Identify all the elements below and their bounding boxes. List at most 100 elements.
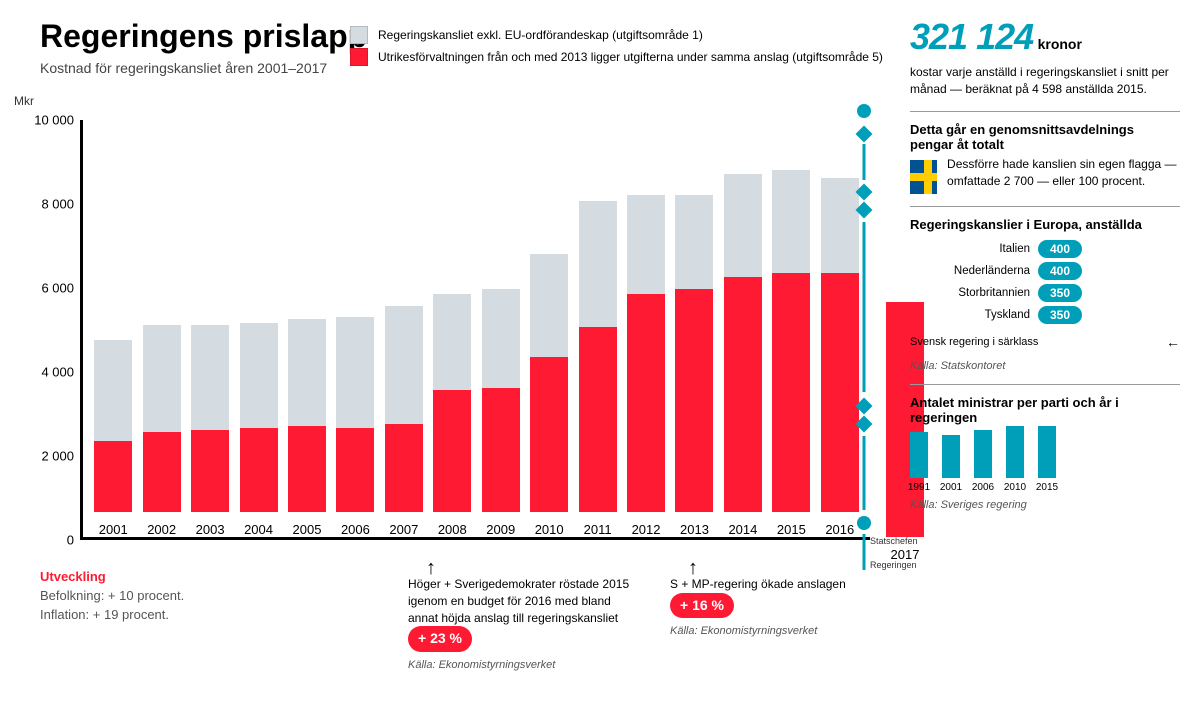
rank-row: Storbritannien 350: [910, 284, 1180, 302]
footnote-line2: Inflation: + 19 procent.: [40, 606, 340, 625]
x-tick: 2014: [728, 522, 757, 537]
footnote-line1: Befolkning: + 10 procent.: [40, 587, 340, 606]
y-tick: 0: [26, 533, 74, 548]
bar-column: 2009: [477, 289, 525, 537]
ministers-heading: Antalet ministrar per parti och år i reg…: [910, 395, 1180, 425]
x-tick: 2006: [341, 522, 370, 537]
footnote-heading: Utveckling: [40, 568, 340, 587]
x-tick: 2007: [389, 522, 418, 537]
legend-label-a: Regeringskansliet exkl. EU-ordförandeska…: [378, 28, 703, 42]
divider-icon: [910, 111, 1180, 112]
rank-heading: Regeringskanslier i Europa, anställda: [910, 217, 1180, 232]
rank-label: Italien: [910, 243, 1030, 255]
rank-chart: Italien 400 Nederländerna 400 Storbritannien…: [910, 240, 1180, 324]
rank-label: Storbritannien: [910, 287, 1030, 299]
ministers-bar: 2006: [974, 430, 992, 493]
x-tick: 2009: [486, 522, 515, 537]
bar-column: 2013: [670, 195, 718, 537]
ministers-year: 2015: [1036, 482, 1058, 493]
ministers-bar: 2010: [1006, 426, 1024, 493]
bar-column: 2006: [331, 317, 379, 537]
ministers-year: 2010: [1004, 482, 1026, 493]
ministers-year: 2001: [940, 482, 962, 493]
callout-2: ↑ S + MP-regering ökade anslagen + 16 % …: [670, 576, 870, 640]
callout-1: ↑ Höger + Sverigedemokrater röstade 2015…: [408, 576, 638, 673]
callout-2-text: S + MP-regering ökade anslagen: [670, 576, 870, 593]
y-tick: 10 000: [26, 113, 74, 128]
page-title: Regeringens prislapp: [40, 18, 367, 55]
ministers-year: 1991: [908, 482, 930, 493]
timeline-gutter: Statschefen Regeringen: [850, 104, 878, 564]
y-tick: 6 000: [26, 281, 74, 296]
x-tick: 2002: [147, 522, 176, 537]
footnote-left: Utveckling Befolkning: + 10 procent. Inf…: [40, 568, 340, 625]
x-tick: 2001: [99, 522, 128, 537]
bar-column: 2002: [137, 325, 185, 537]
callout-1-source: Källa: Ekonomistyrningsverket: [408, 658, 638, 673]
bar-column: 2011: [573, 201, 621, 537]
headline-number: 321 124: [910, 16, 1033, 57]
bar-column: 2008: [428, 294, 476, 537]
ministers-source: Källa: Sveriges regering: [910, 499, 1180, 511]
divider-icon: [910, 384, 1180, 385]
legend-label-b: Utrikesförvaltningen från och med 2013 l…: [378, 50, 883, 64]
bar-column: 2010: [525, 254, 573, 537]
x-tick: 2012: [632, 522, 661, 537]
y-tick: 8 000: [26, 197, 74, 212]
up-arrow-icon: ↑: [426, 554, 436, 582]
callout-1-text: Höger + Sverigedemokrater röstade 2015 i…: [408, 576, 638, 626]
up-arrow-icon: ↑: [688, 554, 698, 582]
bar-column: 2001: [89, 340, 137, 537]
bar-column: 2014: [719, 174, 767, 537]
x-tick: 2004: [244, 522, 273, 537]
bar-column: 2003: [186, 325, 234, 537]
divider-icon: [910, 206, 1180, 207]
rank-row: Nederländerna 400: [910, 262, 1180, 280]
legend-swatch-a: [350, 26, 368, 44]
headline-unit: kronor: [1038, 36, 1082, 52]
callout-2-source: Källa: Ekonomistyrningsverket: [670, 624, 870, 639]
rank-source: Källa: Statskontoret: [910, 360, 1180, 372]
x-tick: 2013: [680, 522, 709, 537]
rank-row: Italien 400: [910, 240, 1180, 258]
timeline-cap-2: Regeringen: [870, 560, 950, 570]
rank-value-badge: 400: [1038, 262, 1082, 280]
ministers-bar: 2015: [1038, 426, 1056, 493]
bar-column: 2004: [234, 323, 282, 537]
rank-value-badge: 400: [1038, 240, 1082, 258]
legend-swatch-b: [350, 48, 368, 66]
main-chart: Mkr 02 0004 0006 0008 00010 000 20012002…: [80, 120, 870, 540]
rank-label: Tyskland: [910, 309, 1030, 321]
page-subtitle: Kostnad för regeringskansliet åren 2001–…: [40, 60, 327, 76]
callout-1-pill: + 23 %: [408, 626, 472, 652]
y-tick: 2 000: [26, 449, 74, 464]
y-axis-label: Mkr: [14, 94, 34, 108]
break-label: Svensk regering i särklass: [910, 336, 1038, 348]
bar-column: 2012: [622, 195, 670, 537]
left-arrow-icon: ←: [1166, 334, 1180, 350]
ministers-year: 2006: [972, 482, 994, 493]
y-tick: 4 000: [26, 365, 74, 380]
sweden-flag-icon: [910, 160, 937, 194]
x-tick: 2003: [196, 522, 225, 537]
callout-2-pill: + 16 %: [670, 593, 734, 619]
sidebar: 321 124 kronor kostar varje anställd i r…: [910, 16, 1180, 511]
x-tick: 2005: [293, 522, 322, 537]
flag-caption: Dessförre hade kanslien sin egen flagga …: [947, 156, 1180, 191]
x-tick: 2010: [535, 522, 564, 537]
flag-block-heading: Detta går en genomsnittsavdelnings penga…: [910, 122, 1180, 152]
x-tick: 2011: [584, 522, 612, 537]
legend: Regeringskansliet exkl. EU-ordförandeska…: [350, 24, 883, 68]
bar-column: 2015: [767, 170, 815, 537]
rank-value-badge: 350: [1038, 306, 1082, 324]
headline-desc: kostar varje anställd i regeringskanslie…: [910, 64, 1180, 99]
ministers-chart: 1991 2001 2006 2010 2015: [910, 433, 1180, 493]
bar-column: 2007: [380, 306, 428, 537]
ministers-bar: 1991: [910, 432, 928, 492]
rank-row: Tyskland 350: [910, 306, 1180, 324]
rank-value-badge: 350: [1038, 284, 1082, 302]
rank-label: Nederländerna: [910, 265, 1030, 277]
ministers-bar: 2001: [942, 435, 960, 493]
x-tick: 2015: [777, 522, 806, 537]
timeline-cap-1: Statschefen: [870, 536, 950, 546]
